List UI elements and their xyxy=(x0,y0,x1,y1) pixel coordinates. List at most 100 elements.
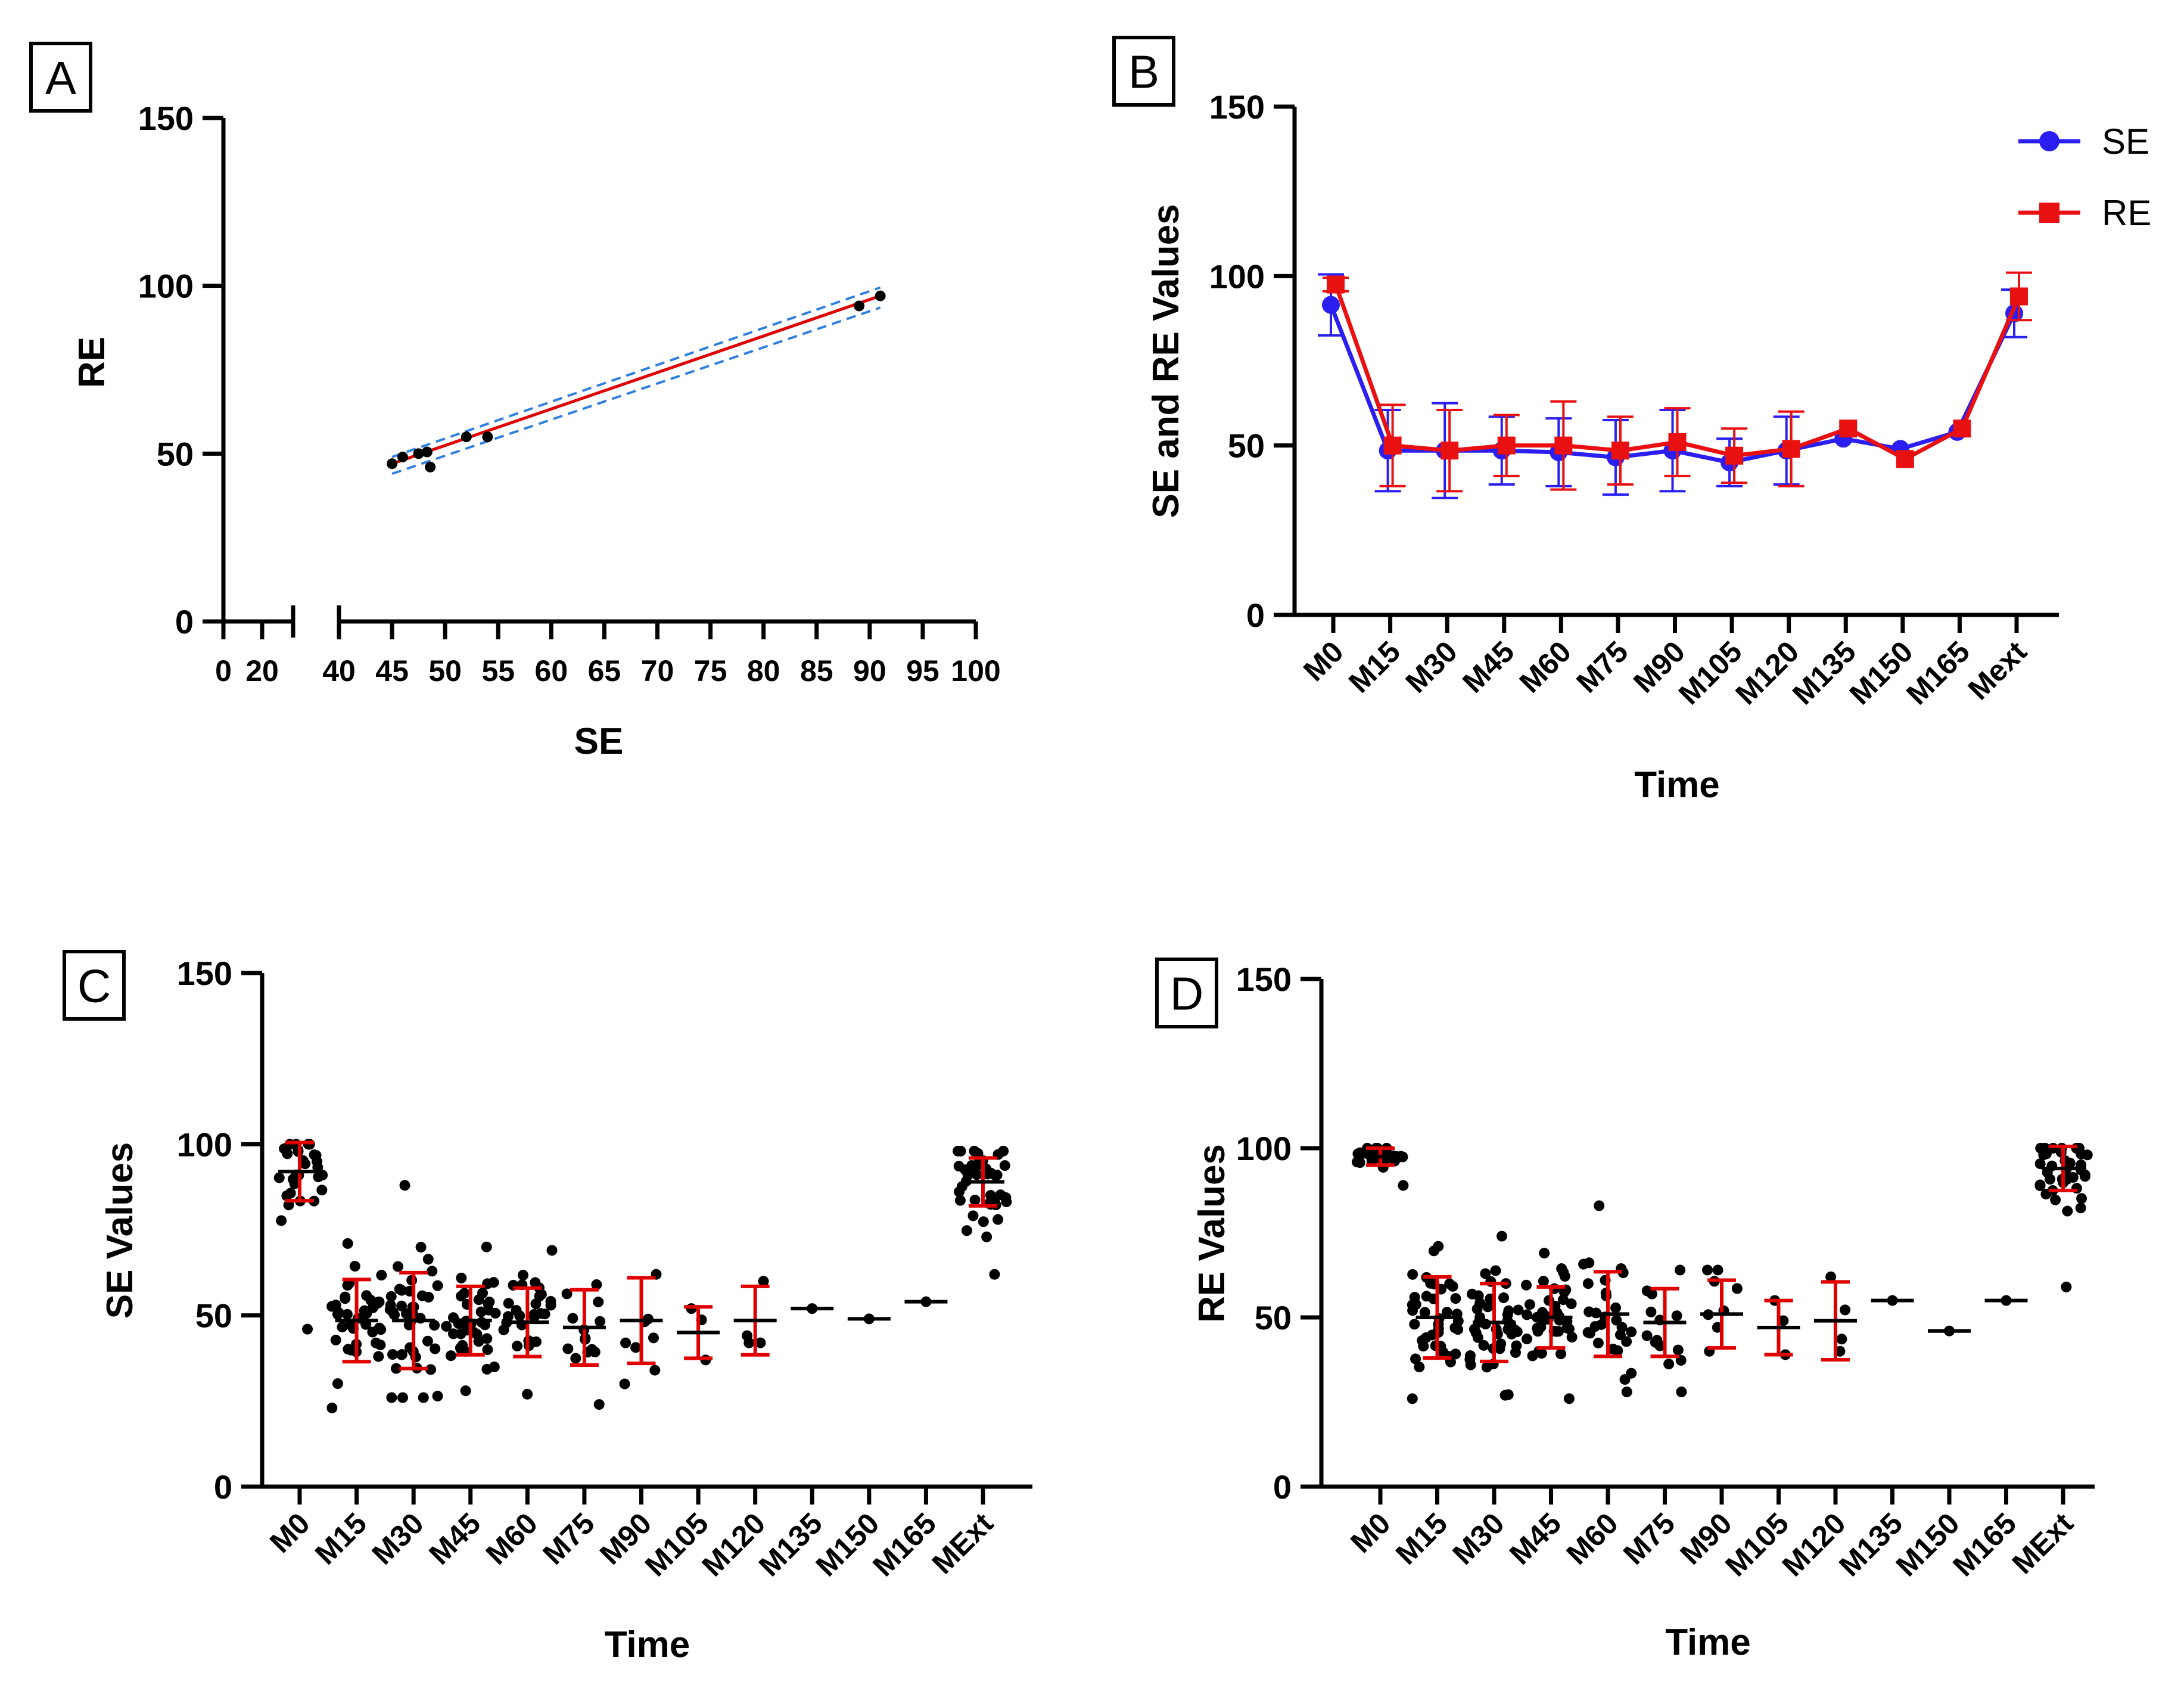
x-tick-label: M30 xyxy=(366,1506,430,1571)
x-tick-label: M135 xyxy=(1786,635,1862,711)
data-point xyxy=(340,1291,351,1303)
x-tick-label: M75 xyxy=(536,1506,601,1571)
data-point xyxy=(413,448,424,459)
panel-label-C: C xyxy=(77,960,111,1012)
data-point xyxy=(332,1308,343,1320)
x-axis-title: SE xyxy=(574,721,624,762)
data-point xyxy=(1001,1196,1012,1207)
data-point xyxy=(427,1266,438,1277)
marker-RE xyxy=(1327,275,1345,294)
data-point xyxy=(359,1305,370,1316)
data-point xyxy=(1641,1285,1653,1297)
x-tick-label: M165 xyxy=(866,1506,942,1583)
x-tick-label: 80 xyxy=(747,654,780,688)
data-point xyxy=(960,1164,971,1176)
data-point xyxy=(349,1261,360,1272)
data-point xyxy=(281,1190,293,1201)
data-point xyxy=(332,1378,343,1390)
y-axis-title: RE xyxy=(71,337,113,388)
data-point xyxy=(1521,1279,1532,1291)
data-point xyxy=(1676,1386,1687,1397)
y-tick-label: 150 xyxy=(1236,961,1292,998)
data-point xyxy=(498,1324,509,1335)
x-tick-label: 20 xyxy=(245,654,279,688)
y-tick-label: 0 xyxy=(1246,596,1265,634)
x-tick-label: 45 xyxy=(375,654,409,688)
data-point xyxy=(1482,1301,1494,1313)
data-point xyxy=(367,1302,378,1313)
data-point xyxy=(1420,1332,1432,1344)
data-point xyxy=(489,1362,500,1373)
data-point xyxy=(393,1261,404,1272)
data-point xyxy=(2067,1171,2079,1183)
x-tick-label: 55 xyxy=(481,654,515,688)
data-point xyxy=(376,1270,387,1281)
data-point xyxy=(396,1300,407,1311)
data-point xyxy=(1490,1265,1501,1276)
data-point xyxy=(969,1195,981,1206)
data-point xyxy=(273,1172,285,1183)
data-point xyxy=(471,1329,483,1340)
data-point xyxy=(289,1178,300,1189)
y-tick-label: 150 xyxy=(177,955,232,992)
data-point xyxy=(955,1145,966,1157)
x-tick-label: M120 xyxy=(695,1506,771,1583)
y-tick-label: 150 xyxy=(138,100,194,137)
data-point xyxy=(591,1279,602,1290)
x-tick-label: MExt xyxy=(926,1506,1000,1580)
marker-RE xyxy=(1725,446,1744,465)
data-point xyxy=(375,1339,386,1351)
data-point xyxy=(415,1242,427,1253)
x-tick-label: M75 xyxy=(1570,635,1634,699)
panel-label-box-D xyxy=(1155,958,1218,1028)
data-point xyxy=(1582,1278,1594,1289)
data-point xyxy=(1538,1276,1549,1287)
panel-label-box-B xyxy=(1112,36,1175,107)
x-tick-label: 90 xyxy=(853,654,886,688)
marker-RE xyxy=(1554,436,1573,455)
data-point xyxy=(648,1332,659,1344)
x-tick-label: M135 xyxy=(752,1506,829,1583)
data-point xyxy=(567,1313,578,1324)
data-point xyxy=(967,1210,979,1221)
data-point xyxy=(991,1169,1003,1180)
data-point xyxy=(316,1185,328,1196)
data-point xyxy=(456,1291,467,1302)
x-axis-title: Time xyxy=(605,1624,690,1665)
y-tick-label: 100 xyxy=(177,1126,232,1163)
data-point xyxy=(387,458,398,470)
data-point xyxy=(2045,1174,2056,1185)
y-tick-label: 150 xyxy=(1209,88,1265,126)
x-tick-label: M0 xyxy=(263,1506,316,1559)
panel-label-B: B xyxy=(1128,46,1159,98)
data-point xyxy=(490,1307,501,1319)
data-point xyxy=(441,1320,452,1332)
confidence-band-lower xyxy=(391,306,881,475)
data-point xyxy=(309,1149,320,1161)
data-point xyxy=(482,431,493,443)
data-point xyxy=(535,1308,546,1319)
data-point xyxy=(387,1349,399,1360)
data-point xyxy=(1478,1339,1489,1351)
x-tick-label: M105 xyxy=(1719,1506,1795,1583)
data-point xyxy=(595,1316,606,1327)
data-point xyxy=(1561,1322,1573,1334)
x-tick-label: Mext xyxy=(1962,635,2033,706)
data-point xyxy=(755,1337,766,1348)
data-point xyxy=(1494,1343,1505,1354)
data-point xyxy=(993,1214,1004,1225)
x-tick-label: M15 xyxy=(1389,1506,1454,1571)
data-point xyxy=(1513,1304,1524,1316)
data-point xyxy=(1498,1292,1510,1304)
data-point xyxy=(2034,1180,2046,1191)
x-tick-label: M0 xyxy=(1344,1506,1397,1559)
data-point xyxy=(477,1288,489,1299)
data-point xyxy=(2061,1281,2072,1292)
data-point xyxy=(1465,1359,1476,1370)
data-point xyxy=(385,1291,397,1302)
x-tick-label: M0 xyxy=(1297,635,1350,688)
x-tick-label: M15 xyxy=(309,1506,373,1571)
data-point xyxy=(1503,1305,1514,1316)
x-tick-label: M120 xyxy=(1729,635,1805,711)
